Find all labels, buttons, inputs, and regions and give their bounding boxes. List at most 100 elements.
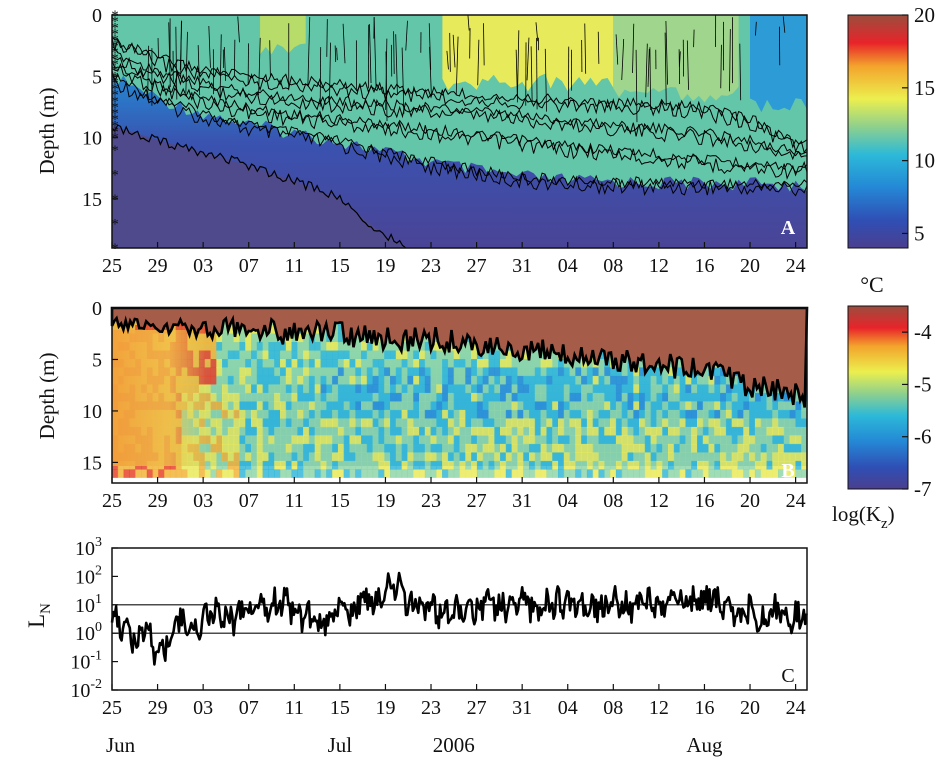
diffusivity-cell	[453, 375, 461, 385]
diffusivity-cell	[500, 359, 507, 369]
diffusivity-cell	[482, 469, 490, 479]
diffusivity-cell	[540, 426, 547, 436]
diffusivity-cell	[361, 452, 368, 462]
diffusivity-cell	[453, 435, 461, 445]
diffusivity-cell	[737, 435, 744, 445]
diffusivity-cell	[714, 418, 721, 428]
sensor-star: *	[111, 51, 119, 67]
diffusivity-cell	[540, 367, 547, 377]
diffusivity-cell	[615, 426, 623, 436]
colorbar-tick-label: -7	[914, 477, 932, 501]
diffusivity-cell	[256, 375, 264, 385]
diffusivity-cell	[529, 469, 536, 479]
diffusivity-cell	[731, 469, 739, 479]
diffusivity-cell	[227, 409, 235, 419]
diffusivity-cell	[233, 367, 240, 377]
diffusivity-cell	[650, 435, 657, 445]
diffusivity-cell	[644, 392, 652, 402]
diffusivity-cell	[662, 409, 669, 419]
diffusivity-cell	[378, 350, 385, 360]
diffusivity-cell	[685, 401, 692, 411]
diffusivity-cell	[355, 375, 362, 385]
diffusivity-cell	[453, 409, 461, 419]
diffusivity-cell	[280, 435, 287, 445]
diffusivity-cell	[227, 392, 235, 402]
diffusivity-cell	[291, 375, 298, 385]
diffusivity-cell	[326, 359, 333, 369]
diffusivity-cell	[424, 452, 432, 462]
diffusivity-cell	[303, 460, 310, 470]
diffusivity-cell	[604, 401, 611, 411]
diffusivity-cell	[534, 426, 542, 436]
isotherm-spike	[307, 17, 311, 86]
diffusivity-cell	[447, 443, 455, 453]
diffusivity-cell	[291, 426, 298, 436]
x-tick-label: 15	[330, 490, 350, 512]
diffusivity-cell	[644, 443, 652, 453]
diffusivity-cell	[610, 426, 617, 436]
diffusivity-cell	[308, 342, 316, 352]
diffusivity-cell	[447, 460, 455, 470]
diffusivity-cell	[303, 409, 310, 419]
diffusivity-cell	[390, 469, 397, 479]
diffusivity-cell	[349, 426, 356, 436]
diffusivity-cell	[737, 418, 744, 428]
diffusivity-cell	[598, 426, 605, 436]
diffusivity-cell	[308, 460, 316, 470]
diffusivity-cell	[558, 401, 565, 411]
diffusivity-cell	[297, 375, 304, 385]
diffusivity-cell	[175, 325, 183, 335]
diffusivity-cell	[598, 435, 605, 445]
diffusivity-cell	[720, 384, 727, 394]
isotherm-spike	[449, 32, 451, 72]
diffusivity-cell	[436, 426, 443, 436]
diffusivity-cell	[714, 469, 721, 479]
diffusivity-cell	[251, 342, 258, 352]
diffusivity-cell	[291, 401, 298, 411]
diffusivity-cell	[308, 392, 316, 402]
diffusivity-cell	[384, 359, 391, 369]
diffusivity-cell	[297, 401, 304, 411]
diffusivity-cell	[772, 469, 779, 479]
month-label: Aug	[686, 733, 723, 757]
diffusivity-cell	[308, 367, 316, 377]
isotherm-spike	[536, 37, 538, 110]
diffusivity-cell	[355, 367, 362, 377]
diffusivity-cell	[795, 460, 802, 470]
diffusivity-cell	[754, 392, 762, 402]
diffusivity-cell	[511, 384, 518, 394]
diffusivity-cell	[662, 418, 669, 428]
diffusivity-cell	[401, 367, 408, 377]
diffusivity-cell	[668, 435, 675, 445]
diffusivity-cell	[633, 401, 640, 411]
diffusivity-cell	[749, 426, 756, 436]
diffusivity-cell	[627, 384, 634, 394]
diffusivity-cell	[251, 469, 258, 479]
diffusivity-cell	[216, 409, 223, 419]
diffusivity-cell	[511, 367, 518, 377]
diffusivity-cell	[679, 384, 686, 394]
diffusivity-cell	[795, 452, 802, 462]
diffusivity-cell	[268, 435, 275, 445]
diffusivity-cell	[216, 452, 223, 462]
diffusivity-cell	[216, 401, 223, 411]
diffusivity-cell	[262, 469, 269, 479]
diffusivity-cell	[320, 435, 327, 445]
diffusivity-cell	[500, 418, 507, 428]
diffusivity-cell	[268, 325, 275, 335]
diffusivity-cell	[650, 460, 657, 470]
diffusivity-cell	[384, 409, 391, 419]
diffusivity-cell	[268, 375, 275, 385]
diffusivity-cell	[459, 392, 466, 402]
diffusivity-cell	[326, 409, 333, 419]
diffusivity-cell	[274, 401, 281, 411]
diffusivity-cell	[754, 426, 762, 436]
diffusivity-cell	[697, 418, 704, 428]
diffusivity-cell	[511, 443, 518, 453]
sensor-star: *	[111, 8, 119, 24]
diffusivity-cell	[563, 443, 571, 453]
isotherm-spike	[395, 34, 398, 95]
diffusivity-cell	[424, 350, 432, 360]
diffusivity-cell	[372, 375, 379, 385]
diffusivity-cell	[656, 401, 663, 411]
